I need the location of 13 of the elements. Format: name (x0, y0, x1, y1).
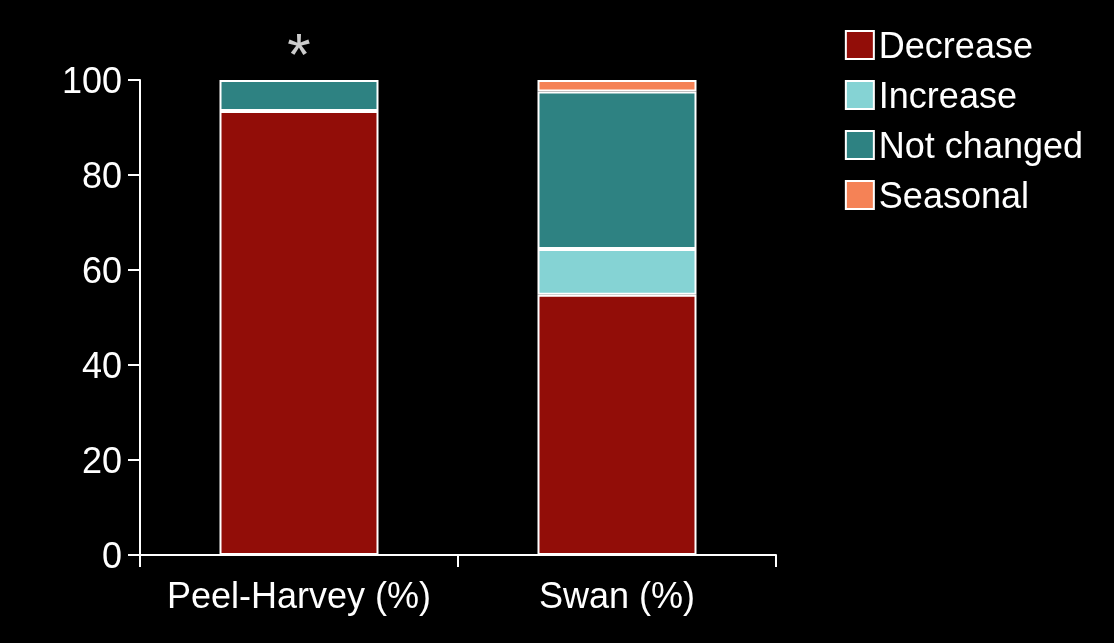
legend-label: Decrease (878, 24, 1033, 66)
y-tick-label: 100 (61, 59, 122, 101)
annotation: * (287, 20, 311, 88)
y-tick-label: 80 (81, 154, 122, 196)
legend-label: Not changed (878, 124, 1083, 166)
y-tick-label: 20 (81, 439, 122, 481)
y-tick-label: 0 (101, 534, 122, 576)
legend-label: Seasonal (878, 174, 1029, 216)
x-tick-label: Swan (%) (538, 574, 696, 616)
x-tick-label: Peel-Harvey (%) (166, 574, 432, 616)
legend-label: Increase (878, 74, 1017, 116)
y-tick-label: 40 (81, 344, 122, 386)
y-tick-label: 60 (81, 249, 122, 291)
